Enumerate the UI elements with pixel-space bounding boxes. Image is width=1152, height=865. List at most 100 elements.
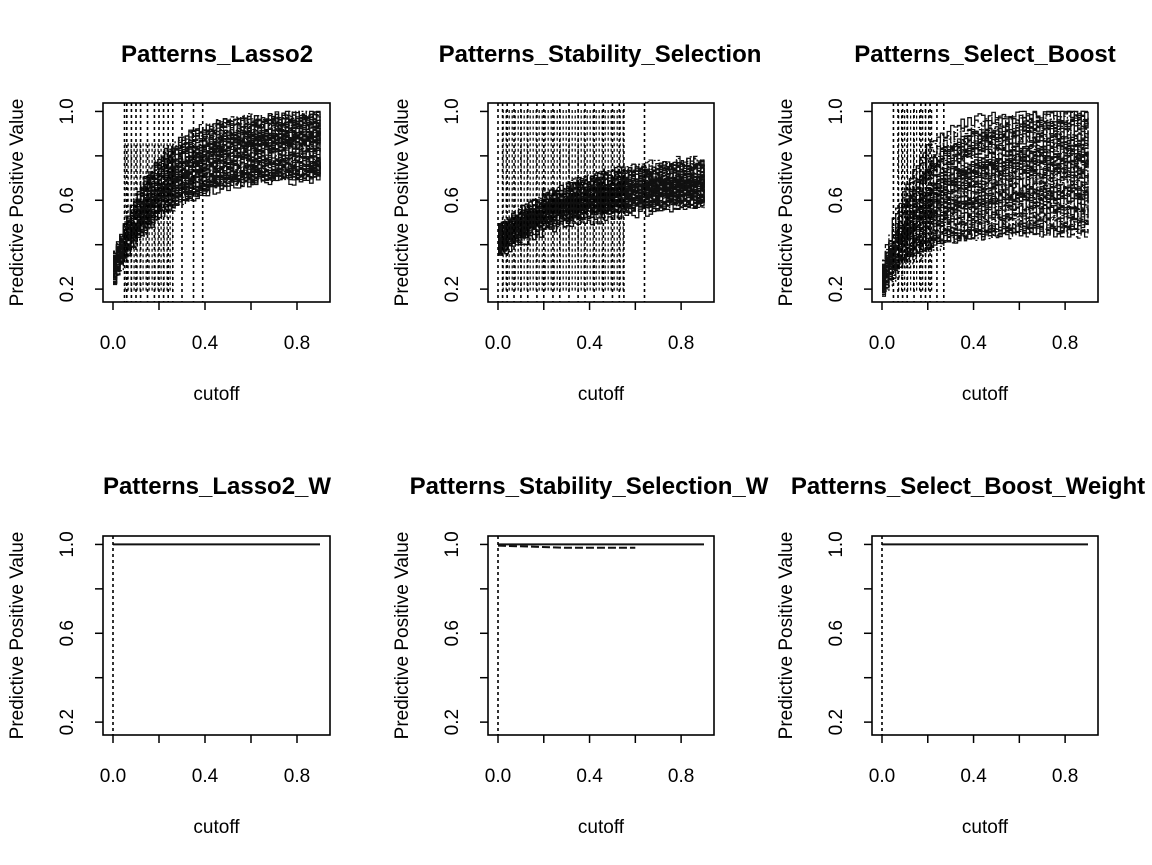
plot-frame (102, 102, 331, 303)
y-tick-label: 0.2 (826, 709, 847, 735)
plot-area (882, 103, 1089, 302)
chart-panel-3: 0.0 0.4 0.8 0.2 0.6 1.0 cutoff Predictive Posit… (776, 41, 1116, 405)
y-tick-label: 1.0 (442, 531, 463, 557)
series-curve (498, 176, 705, 256)
plot-frame (871, 102, 1099, 303)
y-tick-label: 0.2 (442, 709, 463, 735)
plot-frame (487, 102, 715, 303)
y-axis-label: Predictive Positive Value (776, 532, 797, 740)
series-curve (113, 160, 321, 280)
y-axis-label: Predictive Positive Value (392, 532, 413, 740)
chart-title: Patterns_Lasso2 (121, 41, 313, 68)
x-axis-label: cutoff (962, 384, 1009, 405)
series-curve (882, 153, 1089, 281)
x-tick-label: 0.0 (485, 766, 511, 787)
x-tick-label: 0.8 (668, 333, 694, 354)
y-tick-label: 0.6 (57, 187, 78, 213)
y-axis-label: Predictive Positive Value (7, 99, 28, 307)
series-curve (498, 166, 705, 238)
y-tick-label: 0.2 (57, 709, 78, 735)
series-curve (882, 164, 1089, 270)
y-tick-label: 1.0 (57, 531, 78, 557)
plot-area (497, 103, 705, 302)
x-tick-label: 0.8 (284, 766, 310, 787)
y-tick-label: 1.0 (442, 98, 463, 124)
series-curve (113, 110, 321, 279)
x-tick-label: 0.0 (100, 766, 126, 787)
y-tick-label: 1.0 (57, 98, 78, 124)
x-tick-label: 0.8 (668, 766, 694, 787)
plot-area (497, 536, 704, 735)
plot-frame (487, 535, 715, 736)
y-tick-label: 0.2 (442, 276, 463, 302)
series-curve (498, 189, 705, 233)
series-curve (882, 166, 1089, 285)
chart-title: Patterns_Lasso2_W (103, 473, 331, 500)
y-tick-label: 0.6 (442, 620, 463, 646)
x-axis-label: cutoff (193, 384, 240, 405)
chart-panel-2: 0.0 0.4 0.8 0.2 0.6 1.0 cutoff Predictive Posit… (392, 41, 761, 405)
series-curve (882, 124, 1089, 288)
x-axis-label: cutoff (962, 817, 1009, 838)
y-tick-label: 0.6 (57, 620, 78, 646)
y-tick-label: 0.2 (826, 276, 847, 302)
plot-area (113, 103, 321, 302)
series-curve (113, 160, 321, 258)
chart-panel-1: 0.0 0.4 0.8 0.2 0.6 1.0 cutoff Predictive Posit… (7, 41, 331, 405)
plot-area (112, 536, 320, 735)
series-curve (882, 118, 1089, 291)
series-curve (113, 165, 321, 252)
x-tick-label: 0.0 (869, 766, 895, 787)
plot-frame (871, 535, 1099, 736)
x-tick-label: 0.4 (576, 766, 603, 787)
series-line (497, 544, 636, 549)
x-tick-label: 0.0 (485, 333, 511, 354)
series-curve (498, 185, 705, 251)
x-tick-label: 0.8 (1052, 333, 1078, 354)
y-tick-label: 1.0 (826, 531, 847, 557)
y-axis-label: Predictive Positive Value (776, 99, 797, 307)
series-curve (113, 113, 321, 279)
chart-title: Patterns_Select_Boost_Weight (791, 473, 1145, 500)
chart-panel-6: 0.0 0.4 0.8 0.2 0.6 1.0 cutoff Predictive Posit… (776, 473, 1145, 838)
series-curve (882, 130, 1089, 271)
x-tick-label: 0.8 (284, 333, 310, 354)
series-curve (113, 153, 321, 263)
y-tick-label: 0.6 (442, 187, 463, 213)
series-curve (882, 209, 1089, 286)
series-curve (882, 174, 1089, 265)
series-curve (113, 167, 321, 268)
y-tick-label: 1.0 (826, 98, 847, 124)
series-curve (113, 119, 321, 286)
series-curve (498, 163, 704, 243)
x-axis-label: cutoff (578, 817, 625, 838)
plot-frame (102, 535, 331, 736)
series-curve (113, 110, 321, 261)
series-curve (882, 151, 1089, 279)
series-curve (498, 163, 705, 231)
series-curve (498, 198, 705, 251)
y-tick-label: 0.6 (826, 620, 847, 646)
y-axis-label: Predictive Positive Value (392, 99, 413, 307)
x-tick-label: 0.4 (576, 333, 603, 354)
series-curve (882, 111, 1089, 280)
x-axis-label: cutoff (578, 384, 625, 405)
series-curve (113, 136, 321, 265)
chart-panel-5: 0.0 0.4 0.8 0.2 0.6 1.0 cutoff Predictive Posit… (392, 473, 769, 838)
y-tick-label: 0.2 (57, 276, 78, 302)
x-tick-label: 0.4 (192, 766, 219, 787)
x-tick-label: 0.4 (192, 333, 219, 354)
series-curve (882, 197, 1089, 267)
series-curve (498, 191, 705, 250)
series-curve (882, 184, 1089, 275)
x-tick-label: 0.0 (100, 333, 126, 354)
series-curve (498, 171, 705, 239)
x-axis-label: cutoff (193, 817, 240, 838)
plot-area (881, 536, 1088, 735)
chart-title: Patterns_Select_Boost (854, 41, 1115, 68)
chart-panel-4: 0.0 0.4 0.8 0.2 0.6 1.0 cutoff Predictive Posit… (7, 473, 331, 838)
x-tick-label: 0.0 (869, 333, 895, 354)
x-tick-label: 0.8 (1052, 766, 1078, 787)
